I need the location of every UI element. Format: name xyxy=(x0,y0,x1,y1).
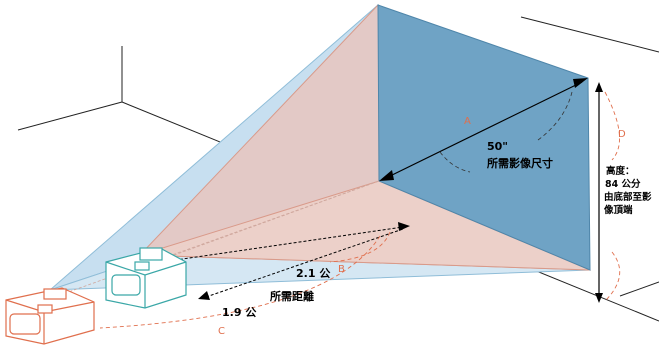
curve-c xyxy=(99,235,381,329)
distance-arrow-far-head xyxy=(398,222,410,231)
screen-diagonal-value: 50" xyxy=(487,140,508,153)
curve-d xyxy=(604,91,620,161)
letter-c: C xyxy=(218,326,225,337)
far-distance-value: 2.1 公 xyxy=(296,267,330,280)
height-caption-line1: 由底部至影 xyxy=(604,191,652,203)
letter-a: A xyxy=(464,116,471,127)
letter-b: B xyxy=(338,264,345,275)
distance-arrow-near-tail xyxy=(198,291,210,300)
height-caption-line2: 像頂端 xyxy=(603,204,633,216)
near-distance-value: 1.9 公 xyxy=(222,306,256,319)
curve-a xyxy=(537,91,573,141)
diagonal-arrow xyxy=(379,78,588,181)
distance-arrow-far xyxy=(154,226,404,264)
height-arrow xyxy=(595,82,603,303)
curve-b xyxy=(329,231,391,263)
height-value: 84 公分 xyxy=(605,178,641,190)
teal-projector xyxy=(105,247,187,309)
distance-caption: 所需距離 xyxy=(270,289,314,303)
height-heading: 高度： xyxy=(606,165,635,177)
letter-d: D xyxy=(618,129,626,140)
screen-diagonal-caption: 所需影像尺寸 xyxy=(487,156,553,170)
curve-a-left xyxy=(439,151,471,173)
curve-d-lower xyxy=(605,251,621,301)
orange-projector xyxy=(5,287,95,345)
projection-screen xyxy=(377,4,591,271)
